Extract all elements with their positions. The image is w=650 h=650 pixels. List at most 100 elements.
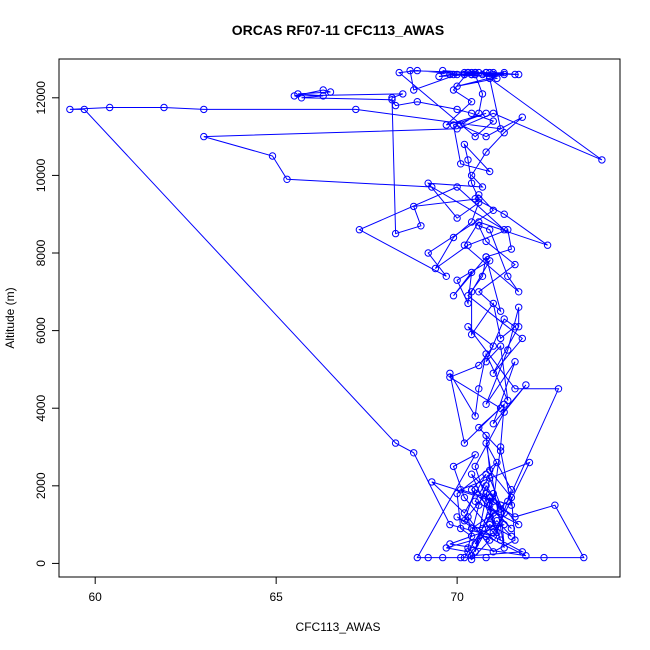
data-point xyxy=(352,105,360,114)
data-point xyxy=(453,214,461,222)
data-point xyxy=(424,553,432,562)
data-point xyxy=(80,105,89,114)
data-point xyxy=(467,470,476,478)
data-point xyxy=(467,109,476,118)
y-tick-label: 10000 xyxy=(34,158,48,192)
y-tick-label: 12000 xyxy=(34,81,48,115)
data-point xyxy=(504,346,512,354)
data-point xyxy=(540,553,548,562)
data-point xyxy=(449,86,458,94)
data-point xyxy=(449,233,458,242)
data-point xyxy=(326,88,335,96)
data-point xyxy=(522,381,530,389)
x-axis: 60 65 70 xyxy=(89,576,464,604)
data-point xyxy=(424,179,432,187)
data-point xyxy=(453,183,461,191)
data-point xyxy=(489,117,497,125)
data-point xyxy=(446,369,454,377)
data-point xyxy=(453,105,461,114)
data-point xyxy=(439,553,447,562)
data-point xyxy=(482,532,490,540)
data-point xyxy=(106,103,114,112)
data-point xyxy=(475,68,483,77)
data-point xyxy=(496,443,505,451)
data-point xyxy=(482,148,490,156)
data-point xyxy=(489,206,497,215)
data-point xyxy=(457,553,465,562)
data-point xyxy=(511,260,519,269)
data-point xyxy=(460,509,469,517)
data-point xyxy=(467,218,476,226)
data-point xyxy=(489,70,497,79)
data-point xyxy=(464,68,472,77)
data-point xyxy=(467,524,476,533)
data-point xyxy=(449,70,458,79)
data-point xyxy=(486,226,494,234)
data-point xyxy=(439,66,447,75)
data-point xyxy=(500,520,508,529)
data-point xyxy=(471,412,479,420)
data-point xyxy=(511,323,519,331)
data-point xyxy=(200,105,208,114)
data-point xyxy=(475,109,483,118)
data-point xyxy=(467,171,476,180)
y-axis: 0 2000 4000 6000 8000 10000 12000 xyxy=(34,81,60,567)
data-point xyxy=(507,493,516,502)
x-axis-label: CFC113_AWAS xyxy=(296,620,381,634)
data-point xyxy=(478,183,487,191)
data-point xyxy=(482,253,490,261)
data-point xyxy=(500,68,508,77)
data-point xyxy=(66,105,74,114)
data-point xyxy=(486,520,494,529)
data-point xyxy=(391,229,400,238)
data-point xyxy=(471,462,479,471)
data-point xyxy=(486,167,494,176)
data-point xyxy=(504,396,512,405)
data-point xyxy=(482,109,490,118)
data-point xyxy=(471,132,479,141)
data-point xyxy=(460,439,469,447)
data-point xyxy=(449,462,458,471)
data-point xyxy=(460,70,469,79)
data-point xyxy=(511,70,519,79)
data-point xyxy=(457,160,465,168)
data-point xyxy=(482,431,490,440)
data-point xyxy=(515,303,523,311)
data-point xyxy=(460,493,469,502)
data-point xyxy=(467,486,476,494)
data-point xyxy=(464,241,472,249)
data-point xyxy=(489,299,497,308)
data-point xyxy=(543,241,552,249)
data-point xyxy=(522,552,530,560)
data-point xyxy=(504,226,512,234)
data-point xyxy=(475,423,483,432)
data-point xyxy=(319,86,327,94)
data-point xyxy=(500,129,508,137)
data-point xyxy=(449,292,458,300)
data-point xyxy=(467,288,476,296)
data-point xyxy=(464,299,472,308)
data-point xyxy=(554,385,563,393)
data-point xyxy=(475,385,483,393)
data-point xyxy=(290,92,298,100)
data-point xyxy=(478,70,487,79)
data-point xyxy=(511,513,519,521)
data-point xyxy=(467,68,476,77)
data-point xyxy=(482,482,490,490)
data-point xyxy=(511,536,519,544)
data-point xyxy=(160,103,168,112)
data-point xyxy=(482,132,490,141)
data-point xyxy=(518,334,526,343)
data-point xyxy=(471,451,479,459)
plot-frame xyxy=(58,58,621,578)
data-point xyxy=(460,553,469,562)
y-tick-label: 4000 xyxy=(34,395,48,422)
data-point xyxy=(489,548,497,556)
data-point xyxy=(457,524,465,533)
data-point xyxy=(482,68,490,77)
data-point xyxy=(446,520,454,529)
data-point xyxy=(449,121,458,129)
data-point xyxy=(424,249,432,257)
data-point xyxy=(482,553,490,562)
